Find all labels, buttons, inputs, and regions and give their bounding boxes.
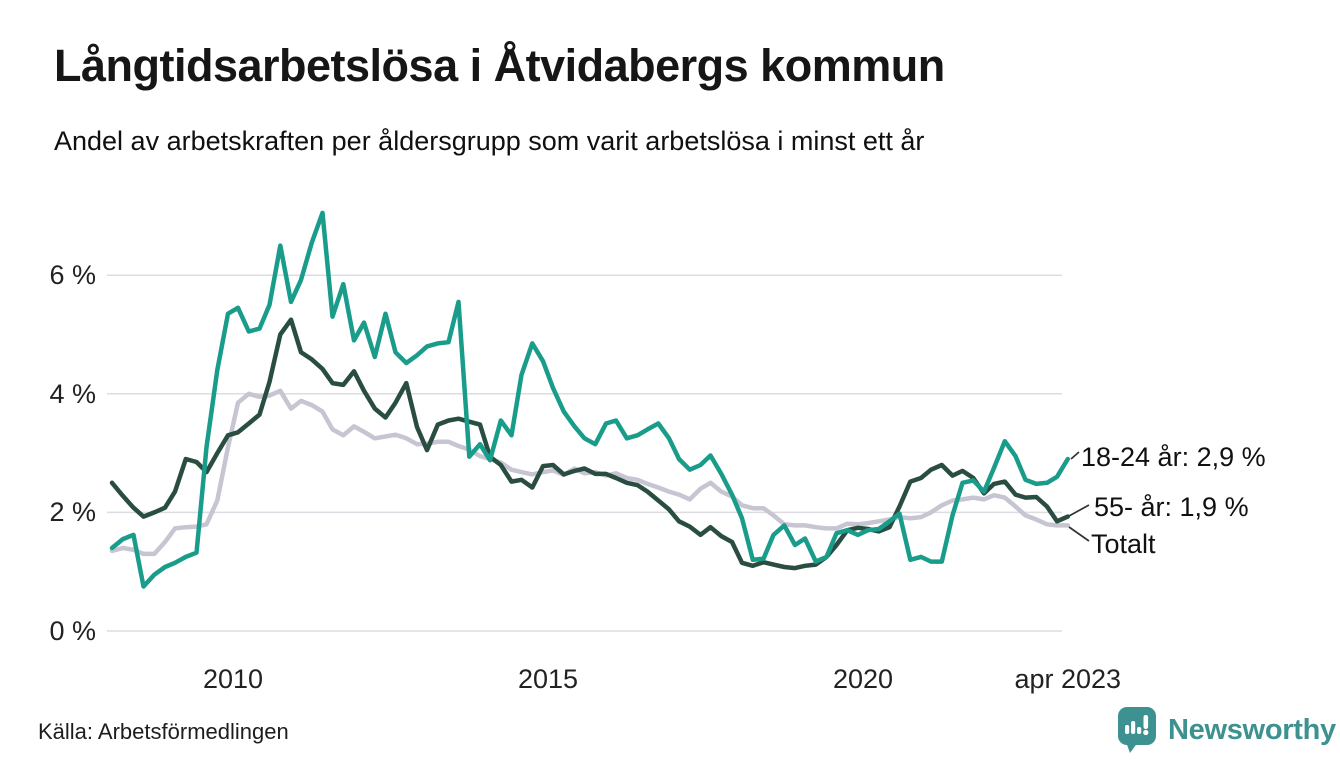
y-axis-label: 6 % — [49, 260, 96, 291]
series-end-label-18-24: 18-24 år: 2,9 % — [1081, 442, 1266, 472]
x-axis-label: apr 2023 — [1014, 664, 1122, 694]
y-axis-label: 2 % — [49, 497, 96, 528]
y-axis-label: 0 % — [49, 616, 96, 646]
series-line-55-ar — [109, 317, 1071, 571]
series-line-18-24-ar — [109, 210, 1071, 589]
label-connector-totalt — [1068, 526, 1090, 542]
page-subtitle: Andel av arbetskraften per åldersgrupp s… — [54, 126, 925, 156]
y-axis-label: 4 % — [49, 378, 96, 409]
newsworthy-logo: Newsworthy — [1117, 706, 1336, 754]
page-title: Långtidsarbetslösa i Åtvidabergs kommun — [54, 40, 945, 91]
x-axis-label: 2020 — [832, 664, 894, 694]
x-axis-label: 2015 — [517, 664, 579, 694]
source-caption: Källa: Arbetsförmedlingen — [38, 719, 289, 744]
x-axis-label: 2010 — [202, 664, 264, 694]
newsworthy-bubble-icon — [1118, 707, 1156, 753]
newsworthy-wordmark: Newsworthy — [1168, 713, 1336, 746]
gridlines — [107, 274, 1062, 632]
series-end-label-55: 55- år: 1,9 % — [1094, 492, 1249, 522]
label-connector-55 — [1068, 504, 1090, 517]
label-connector-18-24 — [1070, 451, 1080, 460]
series-end-label-totalt: Totalt — [1091, 529, 1156, 559]
